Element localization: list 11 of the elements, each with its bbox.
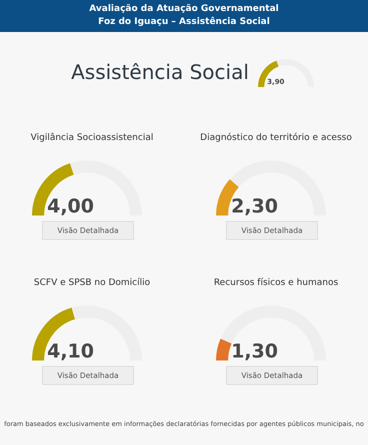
chart-title: Diagnóstico do território e acesso bbox=[199, 133, 353, 143]
chart-title: Assistência Social bbox=[70, 60, 250, 84]
data-label: 4,10 bbox=[47, 340, 94, 362]
chart-title: SCFV e SPSB no Domicílio bbox=[32, 278, 152, 288]
data-label: 4,00 bbox=[47, 196, 94, 218]
data-label: 1,30 bbox=[231, 340, 278, 362]
text: Foz do Iguaçu – Assistência Social bbox=[97, 16, 271, 29]
chart-title: Recursos físicos e humanos bbox=[212, 278, 340, 288]
chart-title: Vigilância Socioassistencial bbox=[30, 133, 154, 143]
data-label: 2,30 bbox=[231, 196, 278, 218]
text: Avaliação da Atuação Governamental bbox=[88, 3, 280, 16]
